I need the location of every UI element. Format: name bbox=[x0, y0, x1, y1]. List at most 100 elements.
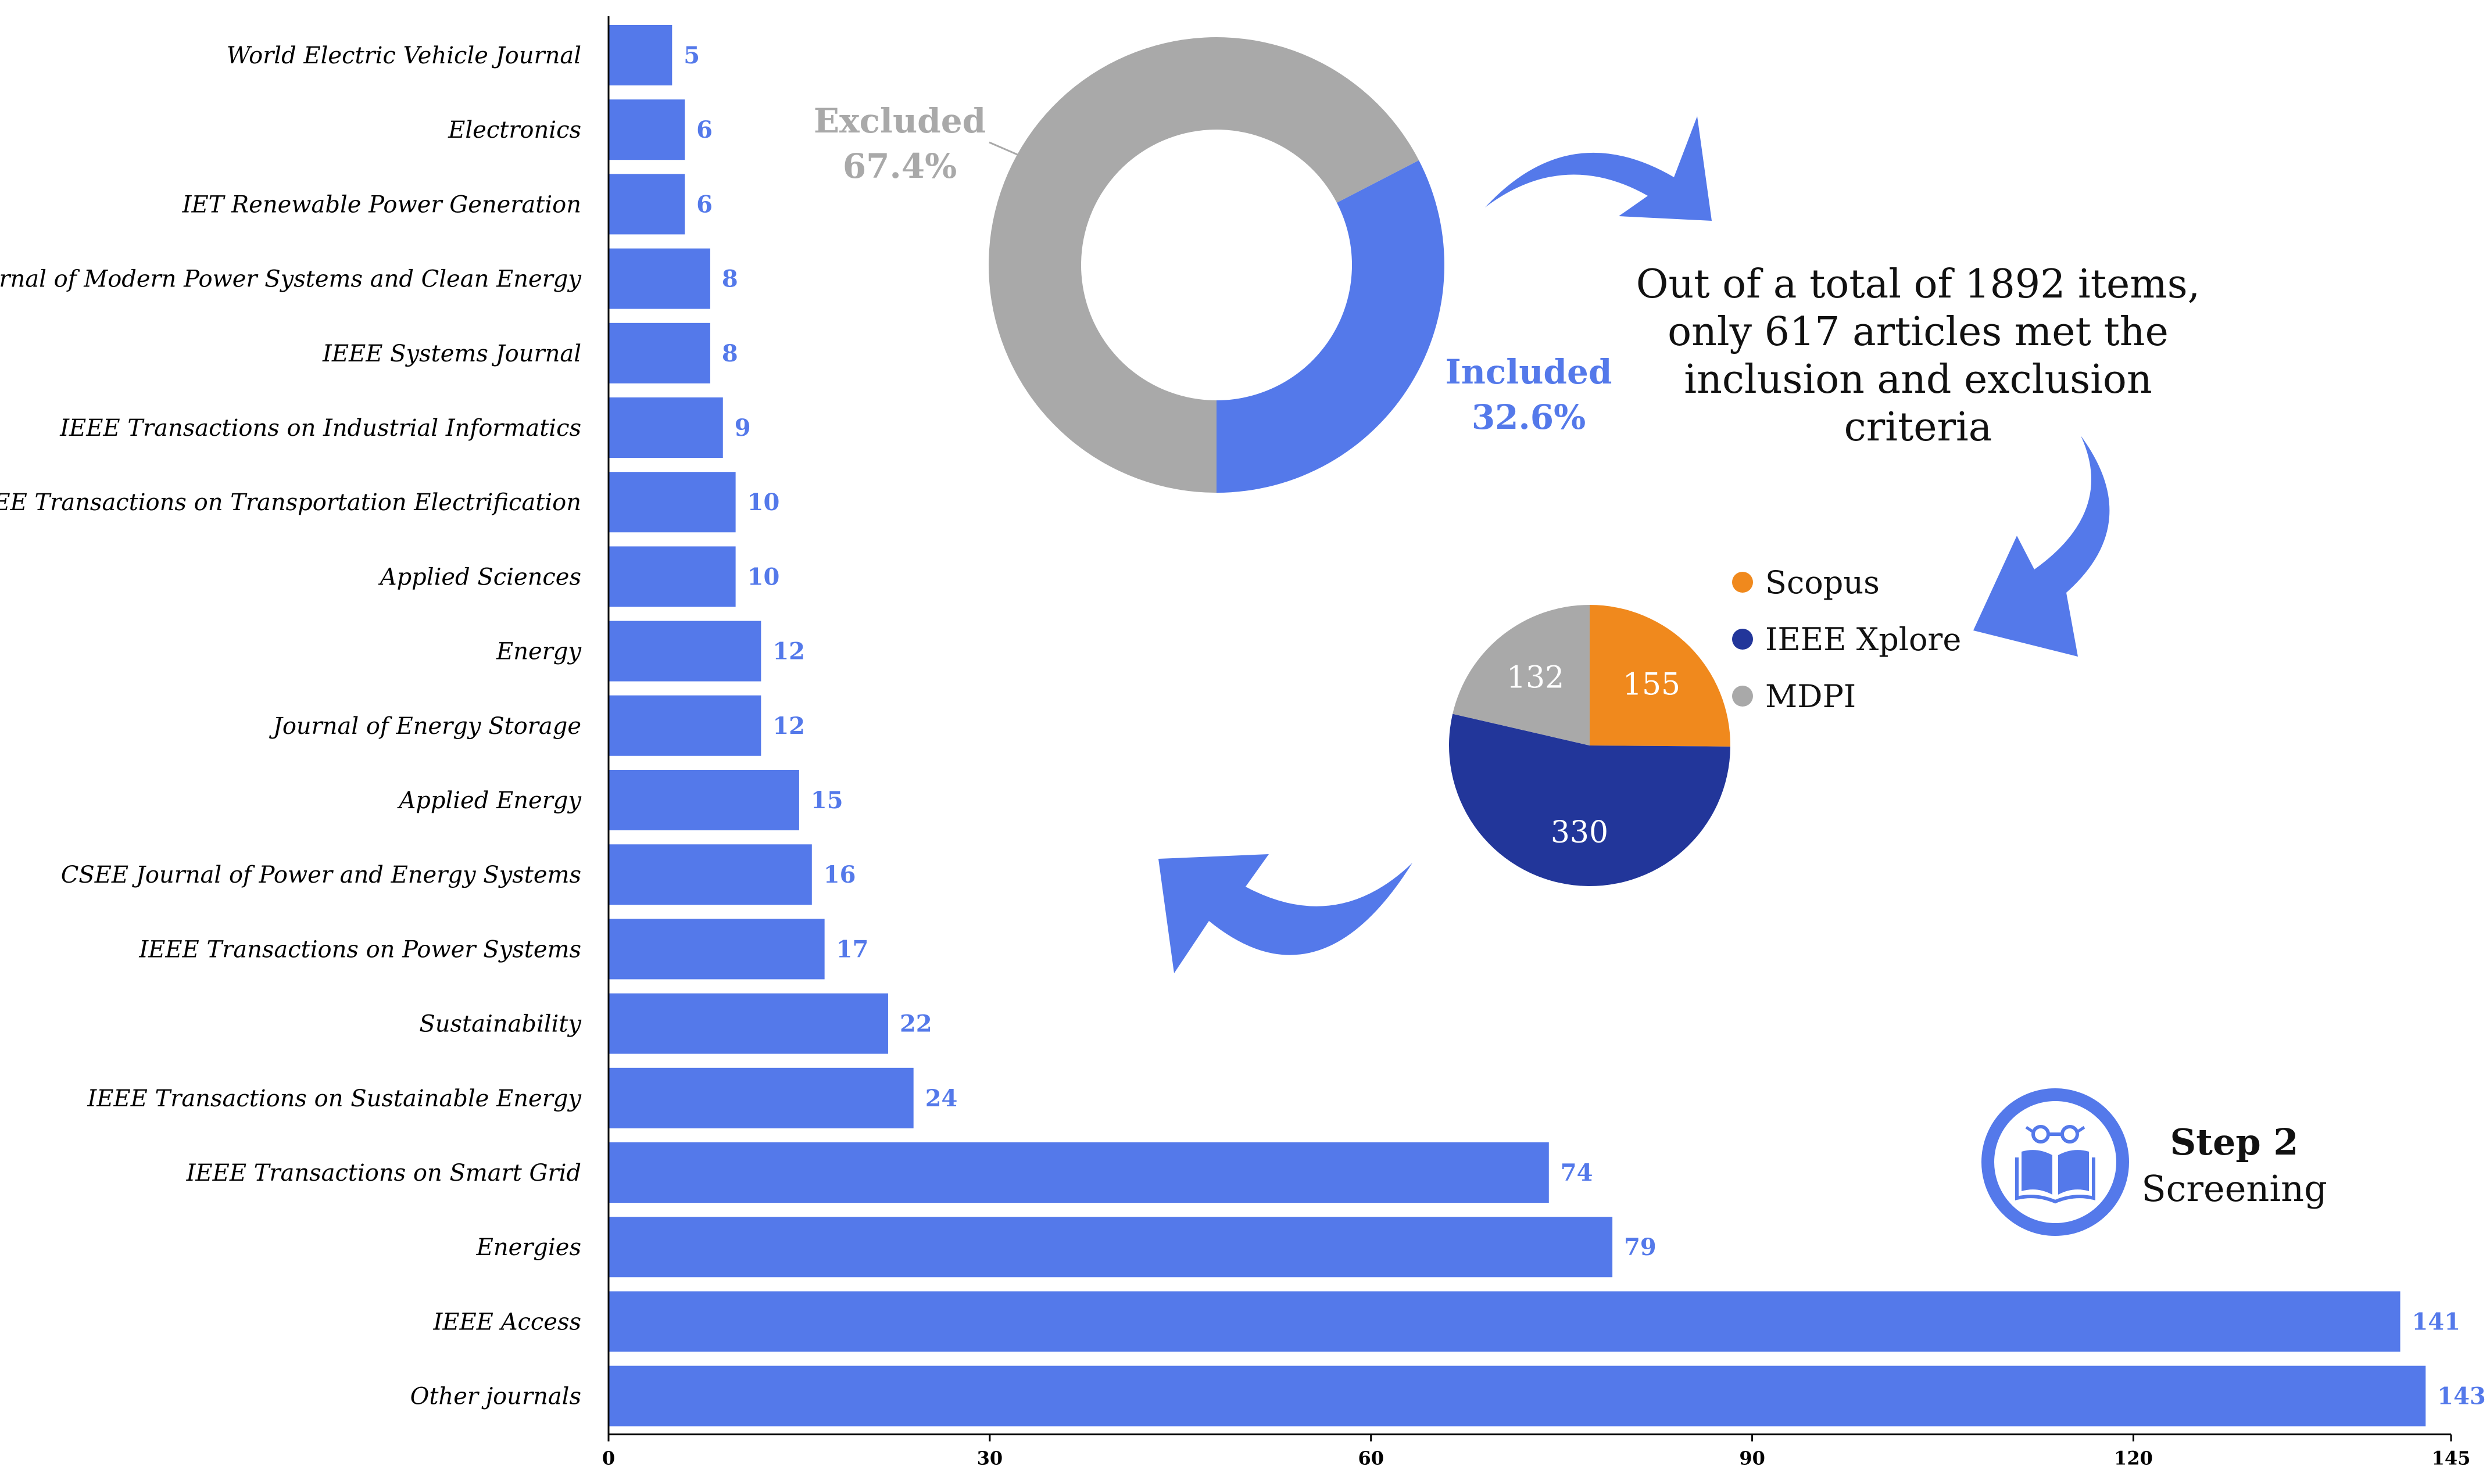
pie-slice-ieee-xplore bbox=[1449, 714, 1730, 886]
bar-ieee-access bbox=[609, 1291, 2400, 1352]
summary-line-2: only 617 articles met the bbox=[1668, 309, 2169, 355]
bar-value-ieee-transactions-on-smart-grid: 74 bbox=[1561, 1159, 1593, 1187]
bar-label-sustainability: Sustainability bbox=[419, 1011, 582, 1038]
step-icon-ring bbox=[1981, 1088, 2129, 1236]
x-tick-label-90: 90 bbox=[1739, 1447, 1765, 1469]
journal-bar-chart: World Electric Vehicle Journal 5 Electroni… bbox=[0, 16, 2486, 1469]
bars-layer: World Electric Vehicle Journal 5 Electroni… bbox=[0, 25, 2486, 1426]
bar-label-ieee-transactions-on-smart-grid: IEEE Transactions on Smart Grid bbox=[186, 1160, 581, 1187]
legend-marker-ieee-xplore bbox=[1732, 629, 1753, 650]
legend-label-scopus: Scopus bbox=[1765, 564, 1880, 601]
bar-value-ieee-transactions-on-power-systems: 17 bbox=[836, 935, 869, 963]
bar-label-energies: Energies bbox=[476, 1234, 581, 1261]
bar-ieee-transactions-on-sustainable-energy bbox=[609, 1067, 914, 1128]
bar-value-other-journals: 143 bbox=[2437, 1383, 2486, 1410]
bar-ieee-transactions-on-smart-grid bbox=[609, 1142, 1549, 1203]
bar-label-ieee-transactions-on-industrial-informatics: IEEE Transactions on Industrial Informat… bbox=[59, 415, 581, 442]
bar-label-energy: Energy bbox=[496, 639, 582, 665]
bar-value-ieee-transactions-on-industrial-informatics: 9 bbox=[735, 414, 751, 442]
pie-value-ieee-xplore: 330 bbox=[1551, 815, 1608, 850]
bar-label-ieee-transactions-on-transportation-electrification: IEEE Transactions on Transportation Elec… bbox=[0, 489, 581, 516]
bar-value-world-electric-vehicle-journal: 5 bbox=[684, 42, 700, 69]
step-subtitle: Screening bbox=[2141, 1167, 2327, 1210]
bar-value-journal-of-energy-storage: 12 bbox=[772, 712, 805, 740]
bar-label-csee-journal-of-power-and-energy-systems: CSEE Journal of Power and Energy Systems bbox=[61, 862, 581, 888]
bar-value-csee-journal-of-power-and-energy-systems: 16 bbox=[824, 861, 856, 888]
bar-value-applied-energy: 15 bbox=[811, 787, 843, 814]
pie-value-mdpi: 132 bbox=[1507, 661, 1564, 696]
donut-slice-excluded bbox=[988, 37, 1419, 493]
bar-iet-renewable-power-generation bbox=[609, 174, 685, 235]
bar-label-iet-renewable-power-generation: IET Renewable Power Generation bbox=[182, 191, 581, 218]
legend-label-ieee-xplore: IEEE Xplore bbox=[1765, 621, 1961, 658]
bar-value-electronics: 6 bbox=[696, 116, 713, 144]
bar-value-ieee-transactions-on-transportation-electrification: 10 bbox=[747, 489, 780, 516]
x-tick-label-120: 120 bbox=[2114, 1447, 2153, 1469]
summary-line-3: inclusion and exclusion bbox=[1684, 357, 2152, 403]
x-tick-label-0: 0 bbox=[602, 1447, 615, 1469]
database-pie-chart: 155 330 132 bbox=[1449, 605, 1730, 886]
bar-energy bbox=[609, 621, 761, 682]
bar-label-electronics: Electronics bbox=[448, 117, 581, 144]
bar-label-ieee-systems-journal: IEEE Systems Journal bbox=[322, 340, 581, 367]
summary-line-4: criteria bbox=[1844, 404, 1992, 450]
donut-slices bbox=[988, 37, 1444, 493]
summary-line-1: Out of a total of 1892 items, bbox=[1636, 261, 2201, 307]
step-title: Step 2 bbox=[2170, 1121, 2299, 1163]
curved-arrow-down-icon bbox=[1973, 436, 2110, 657]
step-badge: Step 2 Screening bbox=[1981, 1088, 2327, 1236]
pie-value-scopus: 155 bbox=[1623, 667, 1680, 702]
bar-label-other-journals: Other journals bbox=[410, 1383, 581, 1410]
bar-ieee-systems-journal bbox=[609, 322, 710, 383]
reader-book-icon bbox=[2015, 1125, 2095, 1204]
x-ticks-layer: 0 30 60 90 120 145 bbox=[602, 1434, 2471, 1469]
bar-ieee-transactions-on-industrial-informatics bbox=[609, 397, 723, 458]
excluded-percent: 67.4% bbox=[843, 146, 957, 186]
bar-value-ieee-transactions-on-sustainable-energy: 24 bbox=[925, 1085, 958, 1112]
inclusion-donut-chart: Excluded 67.4% Included 32.6% bbox=[814, 37, 1612, 493]
bar-label-world-electric-vehicle-journal: World Electric Vehicle Journal bbox=[227, 42, 581, 69]
bar-journal-of-modern-power-systems-and-clean-energy bbox=[609, 248, 710, 309]
donut-slice-included bbox=[1217, 160, 1444, 493]
bar-csee-journal-of-power-and-energy-systems bbox=[609, 844, 812, 905]
bar-ieee-transactions-on-power-systems bbox=[609, 919, 825, 980]
pie-legend: Scopus IEEE Xplore MDPI bbox=[1732, 564, 1961, 715]
x-tick-label-60: 60 bbox=[1358, 1447, 1384, 1469]
bar-value-energy: 12 bbox=[772, 638, 805, 665]
bar-ieee-transactions-on-transportation-electrification bbox=[609, 472, 736, 533]
bar-label-applied-energy: Applied Energy bbox=[396, 787, 582, 814]
pie-slice-scopus bbox=[1590, 605, 1730, 747]
bar-sustainability bbox=[609, 993, 888, 1054]
bar-label-ieee-transactions-on-sustainable-energy: IEEE Transactions on Sustainable Energy bbox=[87, 1085, 582, 1112]
bar-label-applied-sciences: Applied Sciences bbox=[378, 564, 581, 590]
bar-label-journal-of-modern-power-systems-and-clean-energy: Journal of Modern Power Systems and Clea… bbox=[0, 266, 582, 293]
bar-value-energies: 79 bbox=[1624, 1234, 1657, 1261]
bar-value-ieee-access: 141 bbox=[2412, 1308, 2461, 1335]
excluded-leader-line bbox=[989, 141, 1021, 157]
pie-slice-mdpi bbox=[1452, 605, 1590, 745]
bar-journal-of-energy-storage bbox=[609, 695, 761, 756]
bar-other-journals bbox=[609, 1365, 2426, 1426]
bar-world-electric-vehicle-journal bbox=[609, 25, 672, 85]
bar-applied-sciences bbox=[609, 546, 736, 607]
excluded-label: Excluded bbox=[814, 101, 986, 141]
bar-value-journal-of-modern-power-systems-and-clean-energy: 8 bbox=[722, 266, 738, 293]
legend-label-mdpi: MDPI bbox=[1765, 678, 1856, 715]
curved-arrow-right-icon bbox=[1485, 116, 1712, 221]
included-label: Included bbox=[1446, 352, 1612, 392]
bar-value-applied-sciences: 10 bbox=[747, 563, 780, 590]
bar-label-ieee-transactions-on-power-systems: IEEE Transactions on Power Systems bbox=[138, 936, 581, 963]
included-percent: 32.6% bbox=[1472, 397, 1586, 437]
bar-label-ieee-access: IEEE Access bbox=[432, 1309, 581, 1335]
x-tick-label-30: 30 bbox=[977, 1447, 1003, 1469]
x-tick-label-145: 145 bbox=[2432, 1447, 2471, 1469]
bar-energies bbox=[609, 1217, 1613, 1278]
summary-text-block: Out of a total of 1892 items, only 617 a… bbox=[1636, 261, 2201, 450]
legend-marker-scopus bbox=[1732, 572, 1753, 593]
bar-value-sustainability: 22 bbox=[900, 1010, 932, 1038]
bar-value-ieee-systems-journal: 8 bbox=[722, 340, 738, 367]
legend-marker-mdpi bbox=[1732, 686, 1753, 707]
bar-applied-energy bbox=[609, 770, 799, 830]
bar-value-iet-renewable-power-generation: 6 bbox=[696, 191, 713, 218]
